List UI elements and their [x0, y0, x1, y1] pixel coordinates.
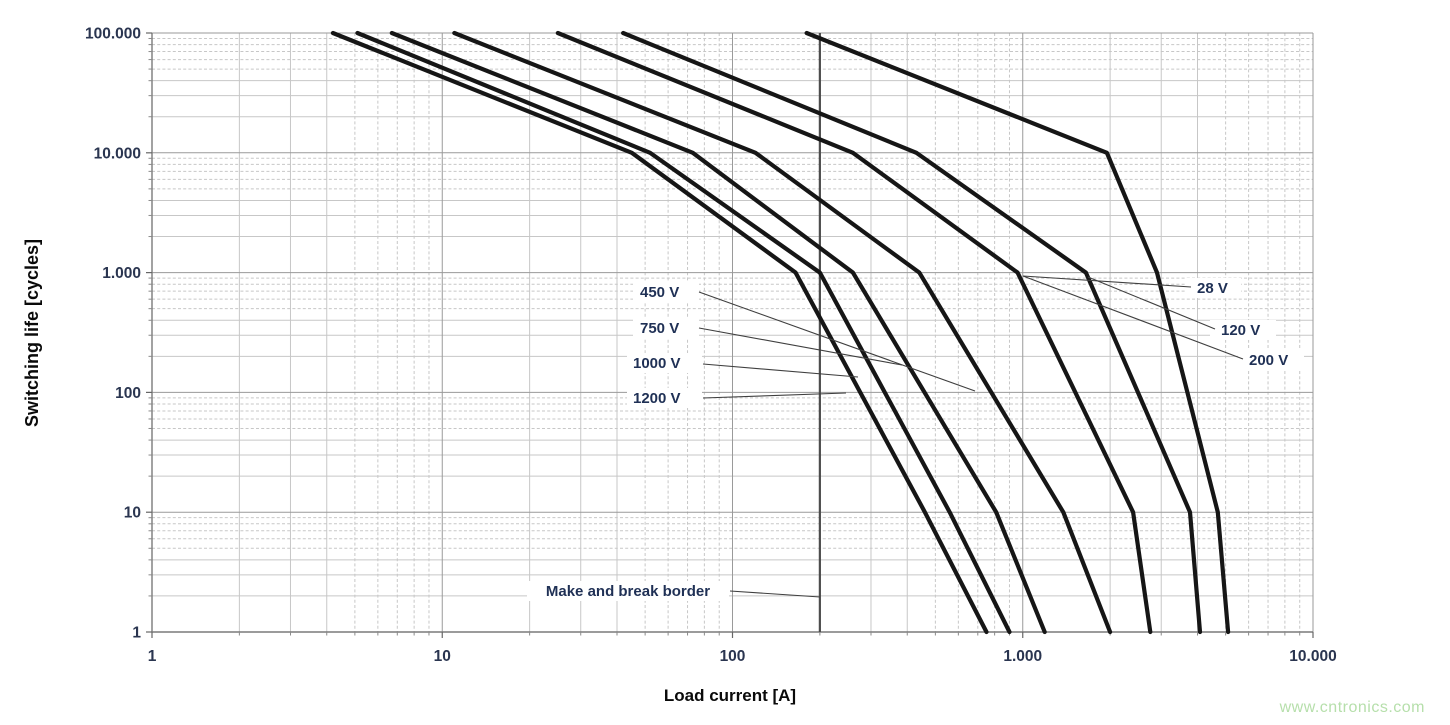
leader-border	[729, 590, 821, 598]
y-tick-label-2: 100	[115, 385, 141, 402]
leader-1000v	[702, 363, 859, 378]
x-tick-label-4: 10.000	[1289, 648, 1336, 665]
x-tick-label-3: 1.000	[1003, 648, 1042, 665]
curve-label-1200v-box	[627, 388, 702, 408]
curve-120v	[620, 30, 1203, 635]
y-tick-label-4: 10.000	[94, 145, 141, 162]
leader-1200v	[702, 392, 847, 399]
axis-ticks	[146, 32, 1314, 638]
y-axis-title: Switching life [cycles]	[22, 239, 42, 427]
y-tick-label-5: 100.000	[85, 26, 141, 43]
curve-label-28v-box	[1186, 278, 1241, 298]
curve-label-1000v: 1000 V	[633, 355, 681, 372]
curve-label-750v: 750 V	[640, 320, 679, 337]
grid-minor	[152, 33, 1313, 632]
curve-450v	[452, 30, 1113, 635]
curve-label-450v: 450 V	[640, 284, 679, 301]
curve-750v	[389, 30, 1047, 635]
x-tick-label-2: 100	[720, 648, 746, 665]
x-tick-label-0: 1	[148, 648, 157, 665]
curve-label-1200v: 1200 V	[633, 390, 681, 407]
leader-750v	[698, 327, 903, 366]
y-tick-label-3: 1.000	[102, 265, 141, 282]
curve-label-120v: 120 V	[1221, 322, 1260, 339]
x-tick-label-1: 10	[434, 648, 451, 665]
watermark: www.cntronics.com	[1279, 699, 1425, 716]
make-break-border-label: Make and break border	[546, 583, 710, 600]
y-tick-label-0: 1	[132, 625, 141, 642]
curve-1200v	[330, 30, 989, 635]
curve-label-120v-box	[1210, 320, 1276, 340]
x-axis-title: Load current [A]	[664, 686, 796, 705]
curve-200v	[555, 30, 1153, 635]
curve-28v	[804, 30, 1231, 635]
curve-label-750v-box	[633, 318, 699, 338]
leader-28v	[1022, 275, 1192, 288]
curve-label-1000v-box	[627, 353, 702, 373]
curve-label-200v: 200 V	[1249, 352, 1288, 369]
y-tick-label-1: 10	[124, 505, 141, 522]
leader-450v	[698, 291, 976, 392]
curve-1000v	[355, 30, 1012, 635]
curve-label-border-box	[527, 581, 729, 601]
curve-label-200v-box	[1238, 350, 1304, 370]
curve-label-450v-box	[633, 282, 699, 302]
leader-200v	[1022, 275, 1244, 360]
leader-120v	[1087, 276, 1216, 330]
curve-label-28v: 28 V	[1197, 280, 1228, 297]
